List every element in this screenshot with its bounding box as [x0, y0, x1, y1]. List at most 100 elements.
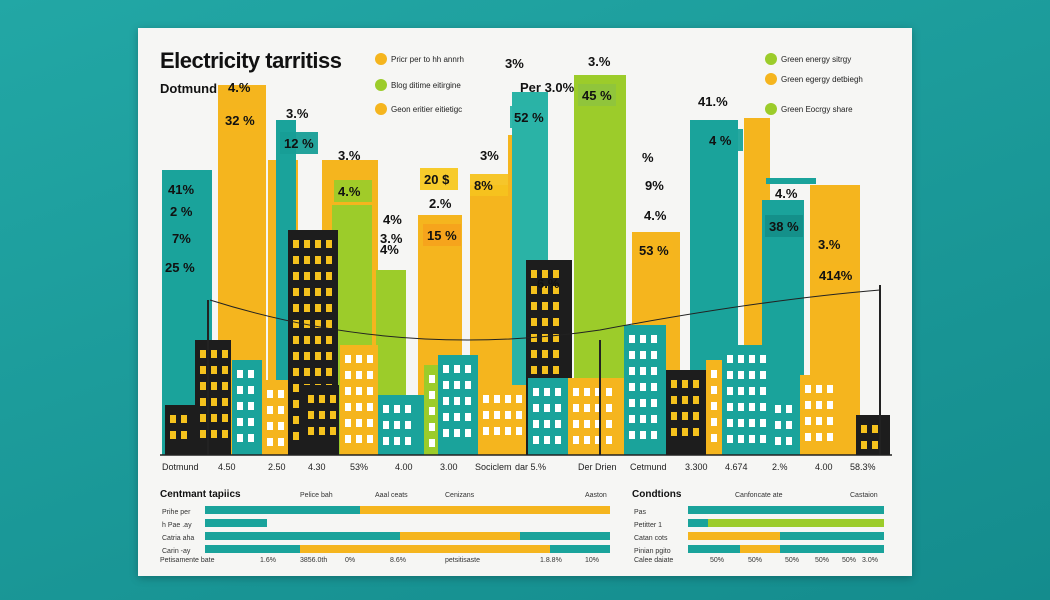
window: [304, 256, 310, 264]
annotation: 3.%: [338, 148, 361, 163]
window: [816, 417, 822, 425]
window: [483, 411, 489, 419]
window: [682, 428, 688, 436]
window: [606, 436, 612, 444]
window: [760, 355, 766, 363]
window: [405, 421, 411, 429]
window: [356, 355, 362, 363]
legend-swatch: [765, 73, 777, 85]
window: [315, 256, 321, 264]
left-panel-row-label: Catria aha: [162, 535, 194, 542]
window: [727, 387, 733, 395]
window: [454, 397, 460, 405]
window: [293, 400, 299, 408]
right-panel-bar-accent: [780, 532, 884, 540]
window: [786, 437, 792, 445]
window: [727, 355, 733, 363]
window: [211, 366, 217, 374]
window: [629, 399, 635, 407]
window: [629, 335, 635, 343]
window: [443, 413, 449, 421]
window: [326, 240, 332, 248]
window: [640, 415, 646, 423]
window: [483, 395, 489, 403]
window: [531, 350, 537, 358]
window: [542, 286, 548, 294]
window: [516, 411, 522, 419]
window: [640, 383, 646, 391]
window: [749, 403, 755, 411]
window: [293, 240, 299, 248]
window: [816, 385, 822, 393]
left-panel-row-label: h Pae .ay: [162, 522, 192, 529]
x-tick-label: 53%: [350, 462, 368, 472]
window: [394, 421, 400, 429]
window: [267, 422, 273, 430]
window: [248, 434, 254, 442]
window: [872, 441, 878, 449]
window: [693, 380, 699, 388]
window: [629, 367, 635, 375]
window: [606, 404, 612, 412]
x-tick-label: 4.30: [308, 462, 326, 472]
right-panel-bar-accent: [715, 506, 884, 514]
window: [651, 415, 657, 423]
annotation: 4.%: [644, 208, 667, 223]
right-panel-footer: Calee daiate: [634, 557, 673, 564]
building-18: [770, 395, 800, 455]
legend-entry: Green Eocrgy share: [781, 105, 853, 114]
window: [760, 419, 766, 427]
window: [326, 352, 332, 360]
window: [531, 270, 537, 278]
window: [429, 391, 435, 399]
annotation: 9%: [645, 178, 664, 193]
x-tick-label: Dotmund: [162, 462, 199, 472]
window: [738, 403, 744, 411]
window: [443, 429, 449, 437]
window: [345, 419, 351, 427]
window: [555, 420, 561, 428]
legend: Pricr per to hh annrh Blog ditime eitirgi…: [375, 53, 863, 115]
window: [326, 336, 332, 344]
window: [211, 430, 217, 438]
window: [693, 412, 699, 420]
window: [542, 318, 548, 326]
window: [727, 419, 733, 427]
window: [315, 288, 321, 296]
annotations-layer: Dotmund 4.%3.%3.%2 %7%25 %3.%4%4%2.%3%3%P…: [160, 54, 841, 291]
window: [248, 402, 254, 410]
window: [711, 370, 717, 378]
window: [671, 428, 677, 436]
annotation: 3.%: [588, 54, 611, 69]
window: [237, 370, 243, 378]
annotation: 3%: [505, 56, 524, 71]
annotation: 3%: [480, 148, 499, 163]
right-panel-bar: [688, 545, 884, 553]
left-panel-footer: 8.6%: [390, 557, 406, 564]
right-panel-bar: [688, 519, 884, 527]
window: [816, 401, 822, 409]
window: [326, 304, 332, 312]
window: [555, 388, 561, 396]
window: [330, 411, 336, 419]
bottom-panels: Centmant tapiics Pelice bah Aaal ceats Ceni…: [160, 489, 884, 564]
window: [640, 367, 646, 375]
window: [383, 421, 389, 429]
window: [573, 404, 579, 412]
window: [553, 334, 559, 342]
power-line: [209, 289, 881, 341]
window: [629, 415, 635, 423]
window: [356, 371, 362, 379]
window: [584, 388, 590, 396]
window: [738, 371, 744, 379]
window: [786, 405, 792, 413]
window: [595, 420, 601, 428]
window: [248, 386, 254, 394]
window: [304, 352, 310, 360]
window: [544, 420, 550, 428]
window: [671, 380, 677, 388]
window: [443, 381, 449, 389]
annotation: 4%: [383, 212, 402, 227]
window: [200, 350, 206, 358]
